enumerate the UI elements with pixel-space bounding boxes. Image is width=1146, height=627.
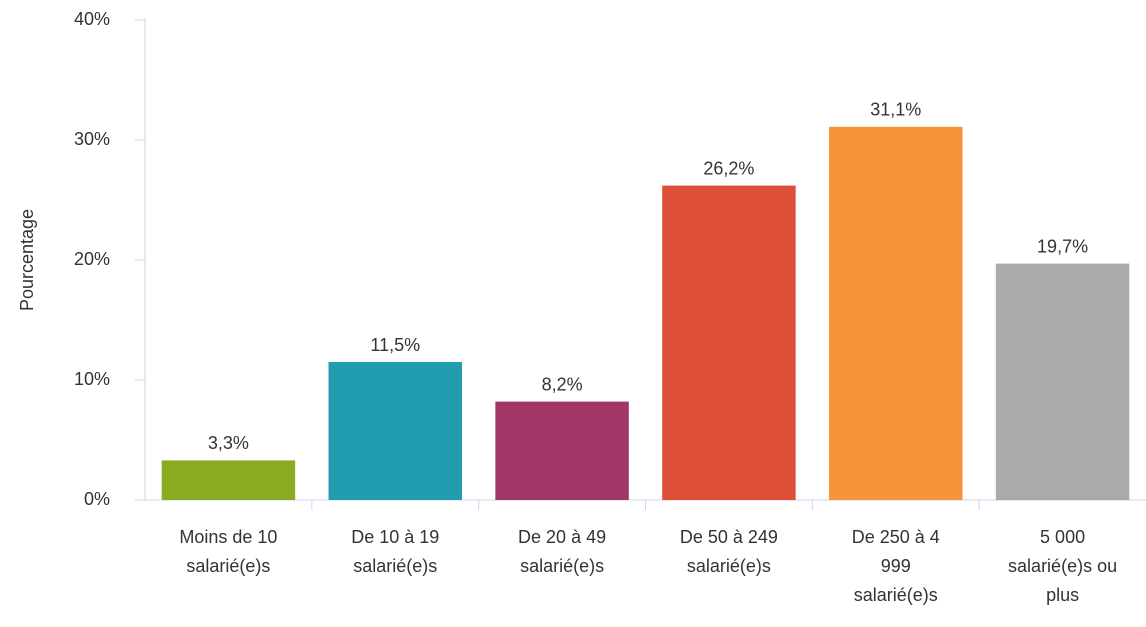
y-tick-label: 10% [74,369,110,389]
bar [328,362,462,500]
x-tick-label: De 50 à 249 salarié(e)s [679,527,778,576]
x-tick-label: Moins de 10 salarié(e)s [179,527,278,576]
y-tick-label: 20% [74,249,110,269]
data-label: 19,7% [1037,236,1088,256]
bar [662,185,796,500]
x-tick-label: De 250 à 4 999 salarié(e)s [851,527,940,605]
bar [995,263,1130,500]
data-label: 26,2% [703,158,754,178]
bar [829,126,963,501]
x-tick-label: 5 000 salarié(e)s ou plus [1008,527,1118,605]
x-tick-label: De 10 à 19 salarié(e)s [351,527,440,576]
x-tick-label: De 20 à 49 salarié(e)s [518,527,607,576]
bar [161,460,296,500]
y-tick-label: 0% [84,489,110,509]
y-axis-label: Pourcentage [17,209,37,311]
bar [495,401,629,500]
data-label: 11,5% [370,335,420,355]
y-tick-label: 30% [74,129,110,149]
data-label: 3,3% [208,433,249,453]
data-label: 8,2% [542,374,583,394]
y-tick-label: 40% [74,9,110,29]
data-label: 31,1% [870,100,921,120]
